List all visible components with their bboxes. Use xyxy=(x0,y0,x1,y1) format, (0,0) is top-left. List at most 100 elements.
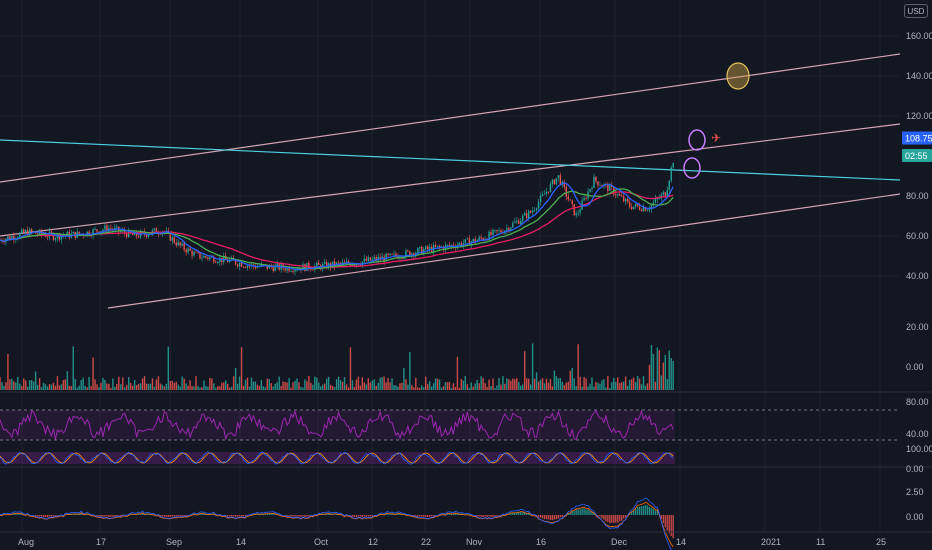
macd-histogram-bar xyxy=(426,515,429,518)
volume-bar xyxy=(666,379,668,390)
candle-body xyxy=(522,215,524,221)
pane-axis-label: 0.00 xyxy=(906,512,924,522)
candle-body xyxy=(27,230,29,236)
price-axis[interactable]: 160.00 140.00 120.00 80.00 60.00 40.00 108.75 0… xyxy=(902,31,932,522)
macd-histogram-bar xyxy=(238,515,241,517)
macd-histogram-bar xyxy=(118,515,120,516)
candle-body xyxy=(458,242,461,246)
candle-body xyxy=(642,207,645,212)
candle-body xyxy=(516,220,518,222)
annotations[interactable]: ✈ xyxy=(683,62,750,179)
candle-body xyxy=(90,235,92,237)
volume-bar xyxy=(623,381,625,390)
volume-bar xyxy=(211,378,213,390)
volume-bar xyxy=(599,383,601,390)
macd-histogram-bar xyxy=(56,515,59,516)
volume-bar xyxy=(230,386,233,390)
volume-bar xyxy=(139,383,142,390)
candle-body xyxy=(88,231,90,236)
candle-body xyxy=(242,266,245,268)
candle-body xyxy=(175,242,177,246)
volume-bar xyxy=(361,377,364,390)
volume-bar xyxy=(417,387,419,390)
volume-bar xyxy=(187,385,189,390)
volume-bar xyxy=(169,380,171,390)
time-axis-label: 11 xyxy=(816,537,825,547)
volume-bar xyxy=(585,378,587,390)
volume-bar xyxy=(474,383,476,390)
volume-bar xyxy=(215,387,217,390)
macd-histogram-bar xyxy=(177,515,179,516)
currency-badge[interactable]: USD xyxy=(904,4,928,18)
macd-histogram-bar xyxy=(306,515,308,517)
candle-body xyxy=(545,191,548,194)
time-axis-label: 14 xyxy=(236,537,246,547)
volume-bar xyxy=(419,387,421,390)
time-axis[interactable]: Aug 17 Sep 14 Oct 12 22 Nov 16 Dec 14 2021 11 25 xyxy=(0,531,932,547)
time-axis-label: Oct xyxy=(314,537,329,547)
candle-body xyxy=(619,194,621,196)
pane-axis-label: 0.00 xyxy=(906,464,924,474)
volume-bar xyxy=(175,381,177,390)
volume-bar xyxy=(514,379,516,390)
volume-bar xyxy=(472,386,474,390)
volume-bar xyxy=(30,380,33,390)
volume-bar xyxy=(116,384,118,390)
trend-channel[interactable] xyxy=(0,53,901,309)
volume-bar xyxy=(191,386,193,390)
candle-body xyxy=(436,245,439,247)
volume-bar xyxy=(189,380,191,390)
candle-body xyxy=(290,271,292,272)
time-axis-label: 16 xyxy=(536,537,546,547)
volume-bar xyxy=(652,354,655,390)
macd-histogram-bar xyxy=(624,515,627,518)
candle-body xyxy=(84,235,86,237)
volume-bar xyxy=(345,384,348,390)
volume-bar xyxy=(223,382,225,390)
volume-bar xyxy=(147,383,150,390)
macd-histogram-bar xyxy=(96,515,98,516)
candle-body xyxy=(52,233,55,240)
candle-body xyxy=(636,203,639,207)
volume-bar xyxy=(569,370,571,390)
volume-bar xyxy=(120,384,122,390)
macd-histogram-bar xyxy=(173,515,175,517)
macd-histogram-bar xyxy=(304,515,306,517)
volume-bar xyxy=(29,380,31,390)
volume-bar xyxy=(438,379,441,390)
macd-histogram-bar xyxy=(423,515,425,517)
candle-body xyxy=(219,257,221,263)
price-axis-label: 40.00 xyxy=(906,271,929,281)
candle-body xyxy=(102,229,104,232)
macd-histogram-bar xyxy=(432,515,435,517)
volume-bar xyxy=(221,382,223,390)
candle-body xyxy=(213,256,215,263)
macd-histogram-bar xyxy=(116,515,118,517)
volume-bar xyxy=(34,371,37,390)
volume-bar xyxy=(197,386,199,390)
macd-histogram-bar xyxy=(159,515,162,516)
macd-histogram-bar xyxy=(270,513,272,515)
volume-bar xyxy=(262,386,265,390)
volume-bar xyxy=(68,385,70,390)
candle-body xyxy=(478,237,480,241)
volume-bar xyxy=(371,380,373,390)
macd-histogram-bar xyxy=(650,507,653,515)
candle-body xyxy=(274,265,276,272)
volume-bar xyxy=(5,382,7,390)
macd-histogram-bar xyxy=(569,512,571,515)
macd-histogram-bar xyxy=(108,515,110,518)
volume-bar xyxy=(648,364,651,390)
volume-bar xyxy=(318,382,320,390)
candle-body xyxy=(13,235,15,240)
macd-histogram-bar xyxy=(430,515,433,517)
volume-bar xyxy=(551,386,554,390)
volume-bar xyxy=(646,383,649,390)
macd-histogram-bar xyxy=(428,515,431,517)
candle-body xyxy=(648,209,651,211)
macd-histogram-bar xyxy=(42,515,45,518)
candle-body xyxy=(652,202,655,205)
candle-body xyxy=(569,199,571,201)
volume-bar xyxy=(613,377,615,390)
